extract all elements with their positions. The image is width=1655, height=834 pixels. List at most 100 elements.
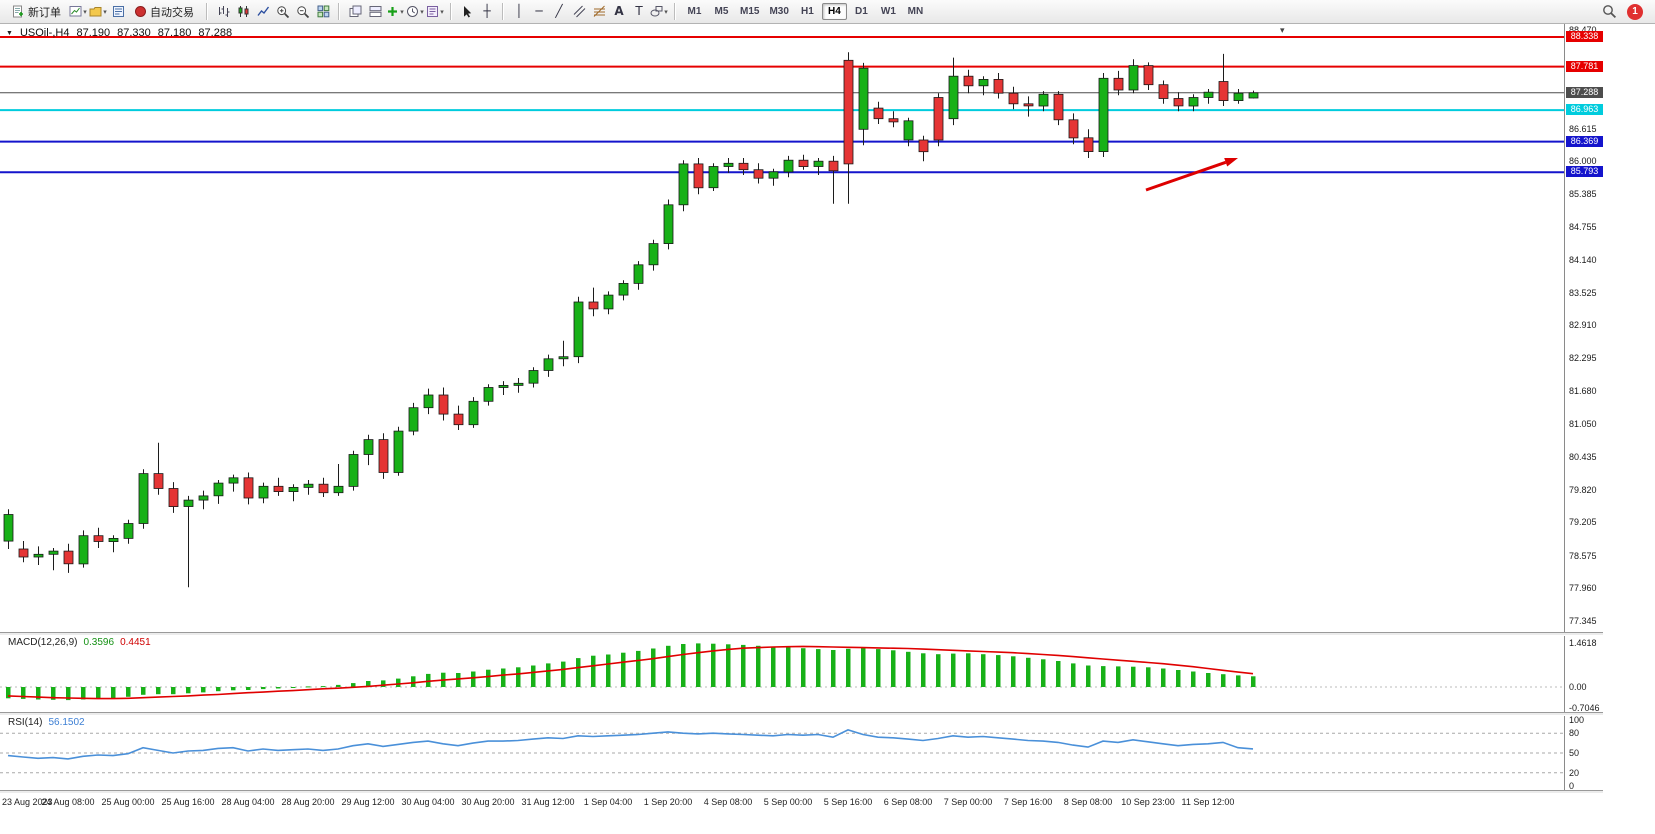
- channel-button[interactable]: [569, 2, 589, 21]
- macd-signal-line: [7, 645, 1254, 700]
- symbol-dropdown-icon[interactable]: ▼: [6, 29, 13, 37]
- candle: [1218, 53, 1229, 106]
- shapes-button[interactable]: ▾: [649, 2, 669, 21]
- search-button[interactable]: [1599, 2, 1619, 21]
- macd-indicator-canvas[interactable]: [0, 634, 1564, 712]
- time-axis-label: 25 Aug 00:00: [101, 797, 155, 807]
- candle: [363, 434, 374, 466]
- vertical-line-button[interactable]: │: [509, 2, 529, 21]
- time-axis-label: 28 Aug 04:00: [221, 797, 275, 807]
- candle: [123, 519, 134, 544]
- timeframe-h4-button[interactable]: H4: [821, 3, 847, 20]
- dropdown-arrow-icon: ▾: [440, 8, 444, 16]
- panel-separator[interactable]: [0, 712, 1603, 716]
- notification-badge[interactable]: 1: [1627, 3, 1643, 20]
- chart-shift-marker[interactable]: ▾: [1280, 25, 1285, 35]
- candle: [438, 387, 449, 421]
- toolbar-separator: [502, 3, 504, 20]
- macd-histogram-bar: [1131, 666, 1136, 687]
- crosshair-icon: ┼: [483, 4, 491, 18]
- rsi-scale-label: 20: [1569, 768, 1580, 778]
- crosshair-button[interactable]: ┼: [477, 2, 497, 21]
- profiles-button[interactable]: ▾: [88, 2, 108, 21]
- macd-histogram-bar: [486, 669, 491, 687]
- timeframe-w1-button[interactable]: W1: [876, 3, 901, 20]
- macd-histogram-bar: [156, 687, 161, 695]
- new-chart-button[interactable]: ▾: [68, 2, 88, 21]
- macd-histogram-bar: [1101, 666, 1106, 687]
- candlestick-chart-button[interactable]: [233, 2, 253, 21]
- macd-histogram-bar: [861, 647, 866, 687]
- time-axis-label: 30 Aug 04:00: [401, 797, 455, 807]
- zoom-out-button[interactable]: [293, 2, 313, 21]
- timeframe-m30-button[interactable]: M30: [765, 3, 792, 20]
- horizontal-line-button[interactable]: ─: [529, 2, 549, 21]
- templates-button[interactable]: ▾: [425, 2, 445, 21]
- market-watch-button[interactable]: [108, 2, 128, 21]
- price-chart-canvas[interactable]: [0, 24, 1564, 632]
- timeframe-toolbar: M1 M5 M15 M30 H1 H4 D1 W1 MN: [681, 3, 929, 20]
- candle: [273, 477, 284, 496]
- high-value: 87.330: [117, 27, 151, 39]
- horizontal-line-icon: ─: [535, 4, 543, 18]
- candle: [558, 340, 569, 367]
- new-order-button[interactable]: 新订单: [4, 2, 68, 21]
- time-axis-label: 4 Sep 08:00: [703, 797, 753, 807]
- timeframe-m1-button[interactable]: M1: [682, 3, 707, 20]
- bar-chart-button[interactable]: [213, 2, 233, 21]
- macd-histogram-bar: [141, 687, 146, 695]
- macd-histogram-bar: [561, 661, 566, 687]
- low-value: 87.180: [157, 27, 192, 39]
- panel-separator[interactable]: [0, 632, 1603, 636]
- toolbar-separator: [450, 3, 452, 20]
- trendline-button[interactable]: ╱: [549, 2, 569, 21]
- candle: [228, 474, 239, 492]
- new-chart-icon: [69, 6, 82, 17]
- candle: [483, 384, 494, 406]
- timeframe-m5-button[interactable]: M5: [709, 3, 734, 20]
- line-chart-button[interactable]: [253, 2, 273, 21]
- price-tick: 82.295: [1569, 353, 1597, 363]
- arrange-windows-icon: [369, 6, 381, 17]
- candle: [108, 535, 119, 553]
- price-axis[interactable]: 88.470 86.615 86.000 85.385 84.755 84.140 83.5…: [1564, 24, 1604, 791]
- zoom-in-button[interactable]: [273, 2, 293, 21]
- indicators-button[interactable]: ▾: [385, 2, 405, 21]
- candle: [303, 480, 314, 495]
- tile-windows-button[interactable]: [313, 2, 333, 21]
- candle: [693, 158, 704, 195]
- price-tick: 84.140: [1569, 255, 1597, 265]
- macd-histogram-bar: [891, 650, 896, 687]
- candle: [723, 158, 734, 173]
- time-axis-label: 25 Aug 16:00: [161, 797, 215, 807]
- cursor-button[interactable]: [457, 2, 477, 21]
- candle: [93, 527, 104, 548]
- autotrading-label: 自动交易: [150, 6, 194, 19]
- rsi-line: [7, 729, 1254, 760]
- periods-button[interactable]: ▾: [405, 2, 425, 21]
- text-button[interactable]: A: [609, 2, 629, 21]
- macd-histogram-bar: [51, 687, 56, 700]
- fibonacci-button[interactable]: [589, 2, 609, 21]
- arrange-windows-button[interactable]: [365, 2, 385, 21]
- autotrading-button[interactable]: 自动交易: [128, 2, 201, 21]
- timeframe-d1-button[interactable]: D1: [849, 3, 874, 20]
- new-order-label: 新订单: [28, 6, 61, 19]
- candle: [798, 154, 809, 170]
- candle: [948, 57, 959, 126]
- price-level-label: 87.781: [1566, 61, 1603, 72]
- timeframe-m15-button[interactable]: M15: [736, 3, 763, 20]
- arrow-annotation-head: [1224, 158, 1238, 167]
- timeframe-mn-button[interactable]: MN: [903, 3, 928, 20]
- rsi-indicator-canvas[interactable]: [0, 714, 1564, 790]
- timeframe-h1-button[interactable]: H1: [795, 3, 820, 20]
- macd-signal-value: 0.4451: [120, 637, 151, 648]
- cascade-windows-button[interactable]: [345, 2, 365, 21]
- price-tick: 78.575: [1569, 551, 1597, 561]
- zoom-out-icon: [297, 5, 310, 18]
- candle: [1143, 62, 1154, 90]
- time-axis[interactable]: 23 Aug 2023 24 Aug 08:00 25 Aug 00:00 25 Au…: [0, 792, 1603, 814]
- arrow-annotation[interactable]: [1145, 160, 1227, 192]
- text-label-button[interactable]: T: [629, 2, 649, 21]
- macd-histogram-bar: [816, 649, 821, 687]
